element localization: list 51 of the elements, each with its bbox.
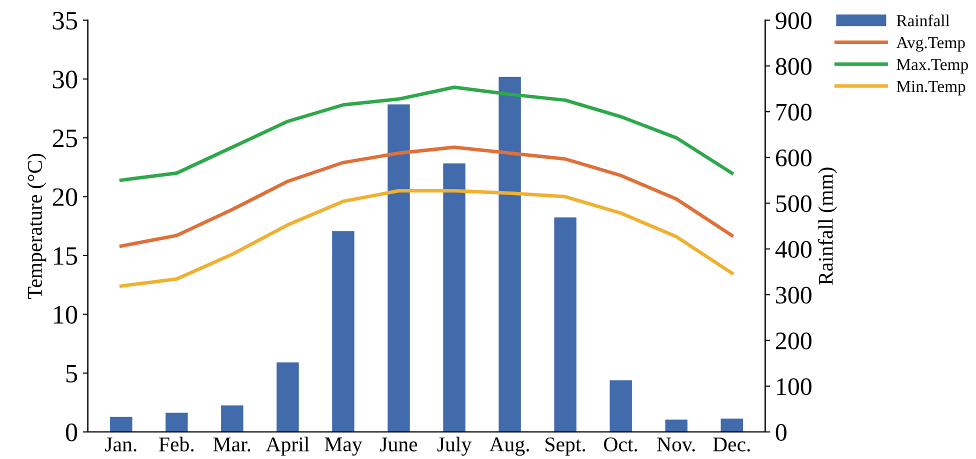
bar [110, 416, 132, 432]
y-tick-label: 5 [66, 364, 78, 383]
bar [166, 412, 188, 432]
x-tick-label: Dec. [713, 438, 750, 452]
x-tick-label: Aug. [489, 437, 529, 456]
x-tick-label: July [437, 436, 472, 456]
bar [388, 104, 410, 432]
y2-axis-title: Rainfall (mm) [818, 168, 838, 285]
y-tick-label: 0 [66, 424, 78, 442]
bar [720, 418, 743, 432]
y2-tick-label: 800 [776, 58, 812, 75]
y-axis-title: Temperature (°C) [27, 154, 46, 299]
x-tick-label: Feb. [159, 436, 194, 452]
line-series [119, 86, 734, 182]
bar [221, 405, 244, 432]
y-tick-label: 10 [54, 306, 78, 324]
bar [665, 420, 688, 432]
y2-tick-label: 700 [776, 104, 812, 121]
x-tick-label: Jan. [105, 438, 136, 452]
y-tick-label: 30 [52, 70, 78, 88]
y2-tick-label: 600 [776, 149, 812, 166]
line-series [119, 189, 734, 288]
y2-tick-label: 200 [776, 332, 812, 350]
legend-label: Rainfall [896, 14, 950, 26]
line-series [119, 146, 734, 248]
x-tick-label: April [266, 436, 310, 456]
y2-tick-label: 300 [776, 286, 812, 304]
x-tick-label: June [380, 438, 418, 452]
bar [443, 163, 466, 432]
y2-tick-label: 100 [777, 378, 812, 396]
bar [276, 362, 299, 432]
legend-label: Avg.Temp [896, 37, 965, 52]
x-tick-label: Oct. [604, 437, 638, 452]
y-tick-label: 15 [54, 247, 78, 265]
x-tick-label: May [324, 438, 362, 456]
y-tick-label: 25 [52, 130, 78, 148]
y2-tick-label: 0 [776, 424, 786, 441]
y2-tick-label: 400 [775, 240, 812, 258]
bar [610, 380, 632, 432]
legend-label: Max.Temp [896, 59, 968, 74]
x-tick-label: Sept. [546, 437, 586, 456]
y2-tick-label: 500 [776, 195, 812, 212]
bar [554, 217, 576, 432]
x-tick-label: Nov. [657, 438, 695, 452]
bar [498, 76, 521, 432]
y-tick-label: 20 [52, 188, 78, 206]
bar [332, 231, 354, 432]
legend-label: Min.Temp [896, 80, 966, 96]
y-tick-label: 35 [52, 12, 78, 30]
y2-tick-label: 900 [776, 12, 812, 30]
x-tick-label: Mar. [213, 438, 250, 452]
